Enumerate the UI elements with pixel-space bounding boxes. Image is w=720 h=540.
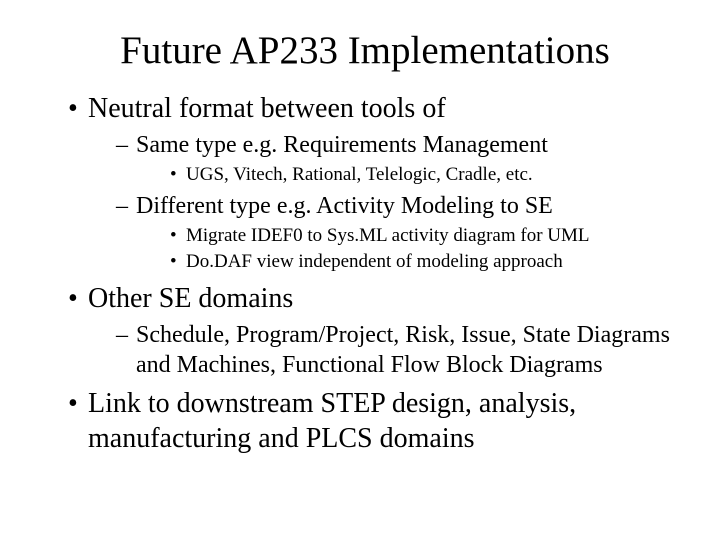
bullet-lvl2: Same type e.g. Requirements Management U… bbox=[116, 130, 680, 188]
bullet-lvl3: Do.DAF view independent of modeling appr… bbox=[170, 250, 680, 275]
bullet-text: Schedule, Program/Project, Risk, Issue, … bbox=[136, 322, 670, 378]
bullet-text: Same type e.g. Requirements Management bbox=[136, 132, 548, 158]
bullet-text: Migrate IDEF0 to Sys.ML activity diagram… bbox=[186, 225, 590, 246]
bullet-sublist: UGS, Vitech, Rational, Telelogic, Cradle… bbox=[136, 163, 680, 188]
bullet-lvl1: Other SE domains Schedule, Program/Proje… bbox=[68, 281, 680, 380]
bullet-sublist: Same type e.g. Requirements Management U… bbox=[88, 130, 680, 275]
bullet-text: Neutral format between tools of bbox=[88, 93, 446, 124]
bullet-sublist: Schedule, Program/Project, Risk, Issue, … bbox=[88, 320, 680, 380]
bullet-lvl2: Different type e.g. Activity Modeling to… bbox=[116, 191, 680, 275]
bullet-lvl3: Migrate IDEF0 to Sys.ML activity diagram… bbox=[170, 224, 680, 249]
bullet-lvl1: Link to downstream STEP design, analysis… bbox=[68, 386, 680, 456]
bullet-text: Do.DAF view independent of modeling appr… bbox=[186, 251, 563, 272]
bullet-text: Link to downstream STEP design, analysis… bbox=[88, 388, 576, 454]
bullet-text: UGS, Vitech, Rational, Telelogic, Cradle… bbox=[186, 164, 533, 185]
slide-title: Future AP233 Implementations bbox=[50, 28, 680, 73]
bullet-lvl3: UGS, Vitech, Rational, Telelogic, Cradle… bbox=[170, 163, 680, 188]
bullet-text: Other SE domains bbox=[88, 283, 293, 314]
bullet-lvl2: Schedule, Program/Project, Risk, Issue, … bbox=[116, 320, 680, 380]
bullet-sublist: Migrate IDEF0 to Sys.ML activity diagram… bbox=[136, 224, 680, 275]
bullet-list: Neutral format between tools of Same typ… bbox=[50, 91, 680, 456]
slide: Future AP233 Implementations Neutral for… bbox=[0, 0, 720, 540]
bullet-lvl1: Neutral format between tools of Same typ… bbox=[68, 91, 680, 275]
bullet-text: Different type e.g. Activity Modeling to… bbox=[136, 193, 553, 219]
